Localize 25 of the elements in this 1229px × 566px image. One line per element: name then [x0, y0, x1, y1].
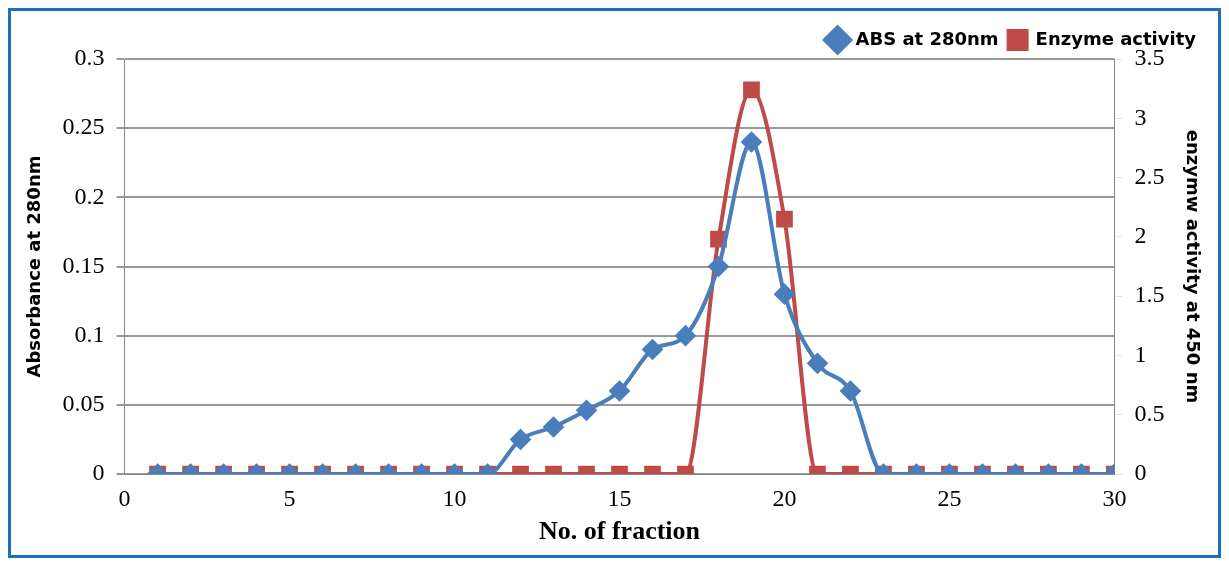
x-tick-label: 20: [772, 484, 797, 511]
y-tick-label: 0.3: [74, 44, 105, 71]
y-tick-label: 0.1: [74, 320, 105, 347]
x-tick-label: 10: [442, 484, 467, 511]
y-tick-label: 0.25: [62, 113, 105, 140]
y2-tick-label: 2.5: [1134, 162, 1165, 189]
y2-axis-title: enzymw activity at 450 nm: [1182, 129, 1204, 404]
y2-tick-label: 1: [1134, 340, 1147, 367]
y2-tick-label: 3: [1134, 103, 1147, 130]
y2-tick-label: 1.5: [1134, 281, 1165, 308]
y2-tick-label: 0: [1134, 459, 1147, 486]
y-tick-label: 0.2: [74, 182, 105, 209]
legend-label: ABS at 280nm: [855, 27, 999, 49]
y-axis-title: Absorbance at 280nm: [23, 155, 45, 378]
y-tick-label: 0.15: [62, 251, 105, 278]
y2-tick-label: 0.5: [1134, 400, 1165, 427]
x-tick-label: 25: [937, 484, 962, 511]
x-tick-label: 5: [283, 484, 296, 511]
x-tick-label: 30: [1102, 484, 1127, 511]
x-tick-label: 15: [607, 484, 632, 511]
y2-tick-label: 2: [1134, 222, 1147, 249]
y-tick-label: 0.05: [62, 390, 105, 417]
x-axis-title: No. of fraction: [538, 516, 701, 546]
y-tick-label: 0: [92, 459, 105, 486]
x-tick-label: 0: [118, 484, 131, 511]
